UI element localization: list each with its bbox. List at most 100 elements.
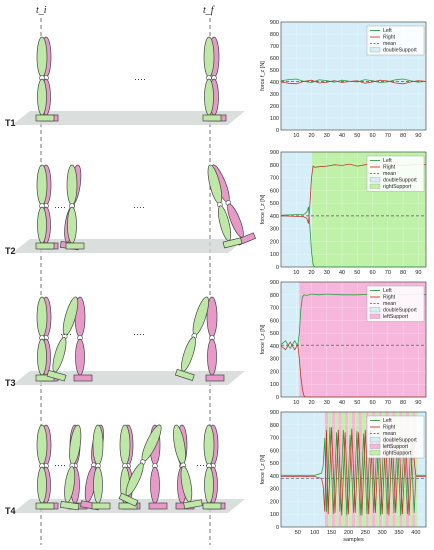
legend-swatch	[369, 443, 381, 449]
chart-T3: 0 100 200 300 400 500 600 700 800 900 10 20 30 40 50 60…	[260, 280, 427, 406]
leg-left-foot	[202, 114, 222, 122]
leg-left-foot	[202, 502, 222, 510]
x-tick-label: 80	[400, 270, 406, 276]
legend-swatch	[369, 47, 381, 53]
legend-label: doubleSupport	[383, 48, 417, 54]
floor-t1	[12, 111, 245, 125]
y-tick-label: 800	[270, 423, 279, 429]
x-tick-label: 200	[344, 530, 353, 536]
leg-left-thigh	[119, 424, 131, 466]
leg-left-shin	[37, 206, 47, 244]
y-tick-label: 200	[270, 369, 279, 375]
legend-label: mean	[383, 431, 396, 437]
y-tick-label: 600	[270, 318, 279, 324]
x-tick-label: 80	[400, 400, 406, 406]
y-tick-label: 900	[270, 150, 279, 156]
leg-left-thigh	[36, 296, 48, 338]
y-axis-label: force f_z [N]	[260, 61, 266, 91]
y-tick-label: 500	[270, 201, 279, 207]
ellipsis-dots: ····	[54, 202, 66, 212]
legend-label: mean	[383, 171, 396, 177]
legend-label: rightSupport	[383, 451, 412, 457]
x-tick-label: 80	[400, 133, 406, 139]
plot-frame	[280, 411, 427, 528]
y-tick-label: 400	[270, 80, 279, 86]
robot-walking-illustration: t_i t_f T1 ···· T2 ···· ···· T3 ···· ···· T4 ···· ··…	[5, 5, 257, 545]
y-tick-label: 400	[270, 214, 279, 220]
leg-left-foot	[174, 368, 195, 382]
y-tick-label: 300	[270, 92, 279, 98]
x-tick-label: 90	[415, 270, 421, 276]
y-tick-label: 200	[270, 239, 279, 245]
y-axis-label: force f_z [N]	[260, 194, 266, 224]
x-tick-label: 50	[354, 270, 360, 276]
y-axis-label: force f_z [N]	[260, 454, 266, 484]
y-tick-label: 400	[270, 344, 279, 350]
leg-right-foot	[148, 502, 168, 510]
x-tick-label: 90	[415, 133, 421, 139]
leg-left-foot	[118, 492, 139, 507]
y-tick-label: 100	[270, 512, 279, 518]
legend-swatch	[369, 313, 381, 319]
plot-frame	[280, 21, 427, 131]
leg-left	[46, 296, 79, 382]
leg-left-thigh	[36, 36, 48, 78]
leg-left	[174, 296, 209, 382]
support-stripe	[405, 412, 410, 527]
y-tick-label: 0	[276, 525, 279, 531]
x-tick-label: 40	[339, 270, 345, 276]
leg-left-thigh	[92, 424, 104, 466]
legend-label: leftSupport	[383, 314, 409, 320]
y-tick-label: 900	[270, 410, 279, 416]
leg-left	[202, 424, 222, 510]
x-tick-label: 150	[327, 530, 336, 536]
legend-label: doubleSupport	[383, 308, 417, 314]
legend-label: Right	[383, 425, 396, 431]
y-tick-label: 200	[270, 104, 279, 110]
y-tick-label: 600	[270, 448, 279, 454]
chart-T4: 0 100 200 300 400 500 600 700 800 900 50 100 150 200 2…	[260, 410, 427, 543]
legend-label: Left	[383, 28, 392, 34]
leg-left-thigh	[36, 424, 48, 466]
support-stripe	[324, 412, 329, 527]
y-tick-label: 300	[270, 357, 279, 363]
leg-left	[35, 36, 55, 122]
ellipsis-dots: ····	[134, 74, 146, 84]
leg-left	[35, 424, 55, 510]
x-tick-label: 20	[308, 270, 314, 276]
x-tick-label: 20	[308, 133, 314, 139]
leg-left-shin	[37, 466, 47, 504]
x-tick-label: 40	[339, 133, 345, 139]
leg-left-shin	[204, 78, 214, 116]
chart-T1: 0 100 200 300 400 500 600 700 800 900 10 20 30 40 50 60…	[260, 20, 427, 139]
series-line-right	[280, 341, 426, 398]
x-tick-label: 50	[295, 530, 301, 536]
leg-left-shin	[67, 206, 77, 244]
y-tick-label: 600	[270, 188, 279, 194]
row-label: T4	[5, 506, 16, 516]
legend-label: Left	[383, 418, 392, 424]
x-tick-label: 10	[293, 133, 299, 139]
x-tick-label: 50	[354, 400, 360, 406]
x-tick-label: 70	[385, 133, 391, 139]
leg-left	[202, 36, 222, 122]
y-tick-label: 100	[270, 252, 279, 258]
row-label: T2	[5, 246, 16, 256]
support-stripe	[412, 412, 416, 527]
x-tick-label: 100	[310, 530, 319, 536]
doubleSupport-band	[281, 412, 325, 527]
leg-left-shin	[37, 338, 47, 376]
ellipsis-dots: ····	[60, 329, 72, 339]
leg-left	[65, 164, 85, 250]
leg-left	[35, 296, 55, 382]
legend-label: mean	[383, 41, 396, 47]
y-tick-label: 700	[270, 44, 279, 50]
y-tick-label: 100	[270, 382, 279, 388]
leg-left-foot	[59, 501, 80, 511]
legend-label: mean	[383, 301, 396, 307]
y-tick-label: 800	[270, 293, 279, 299]
row-label: T3	[5, 378, 16, 388]
y-tick-label: 300	[270, 227, 279, 233]
leg-left-thigh	[203, 424, 215, 466]
series-line-left	[280, 206, 426, 268]
